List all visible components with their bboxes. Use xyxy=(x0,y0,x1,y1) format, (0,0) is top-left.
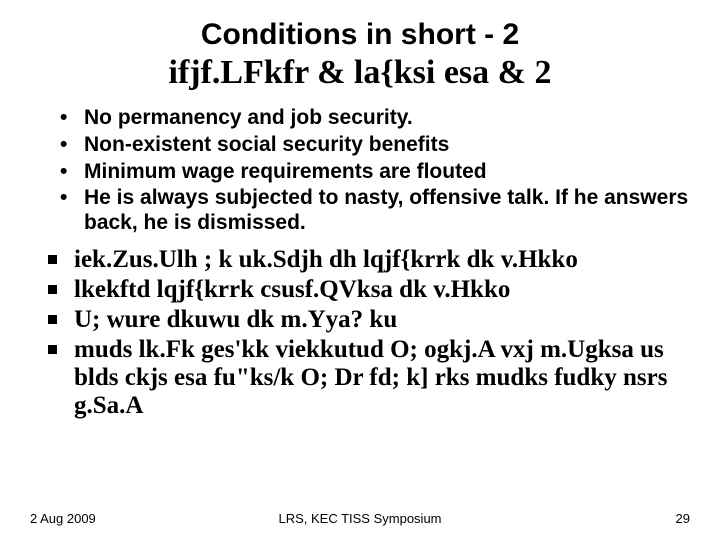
list-item: U; wure dkuwu dk m.Yya? ku xyxy=(48,306,690,334)
list-item: muds lk.Fk ges'kk viekkutud O; ogkj.A vx… xyxy=(48,336,690,420)
slide: Conditions in short - 2 ifjf.LFkfr & la{… xyxy=(0,0,720,540)
list-item: No permanency and job security. xyxy=(60,106,690,131)
list-item: iek.Zus.Ulh ; k uk.Sdjh dh lqjf{krrk dk … xyxy=(48,246,690,274)
footer: 2 Aug 2009 LRS, KEC TISS Symposium 29 xyxy=(30,511,690,526)
title-line-1: Conditions in short - 2 xyxy=(30,18,690,52)
list-item: Non-existent social security benefits xyxy=(60,133,690,158)
footer-venue: LRS, KEC TISS Symposium xyxy=(30,511,690,526)
list-item: lkekftd lqjf{krrk csusf.QVksa dk v.Hkko xyxy=(48,276,690,304)
list-item: He is always subjected to nasty, offensi… xyxy=(60,186,690,236)
title-block: Conditions in short - 2 ifjf.LFkfr & la{… xyxy=(30,18,690,92)
list-item: Minimum wage requirements are flouted xyxy=(60,160,690,185)
footer-date: 2 Aug 2009 xyxy=(30,511,96,526)
title-line-2: ifjf.LFkfr & la{ksi esa & 2 xyxy=(30,54,690,92)
footer-page: 29 xyxy=(676,511,690,526)
bullet-list-disc: No permanency and job security. Non-exis… xyxy=(30,106,690,236)
bullet-list-square: iek.Zus.Ulh ; k uk.Sdjh dh lqjf{krrk dk … xyxy=(30,246,690,420)
